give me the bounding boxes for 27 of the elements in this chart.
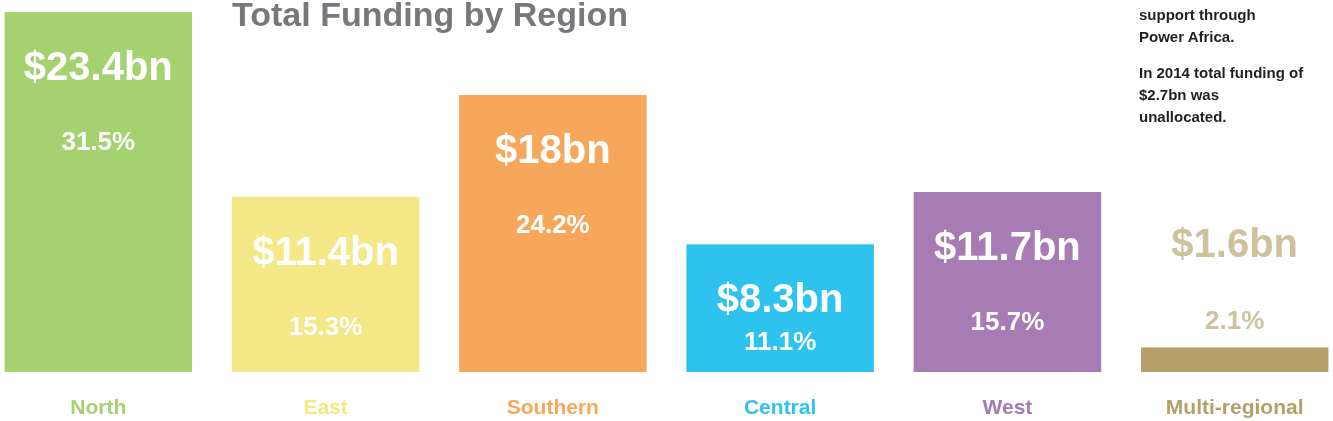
bar xyxy=(4,12,193,372)
bar xyxy=(231,196,420,372)
annotation: 15.3% xyxy=(288,310,363,341)
x-tick-label: Central xyxy=(743,395,817,418)
annotation: In 2014 total funding of $2.7bn was unallocated. xyxy=(1139,64,1305,125)
data-label: $18bn xyxy=(495,127,611,172)
annotation: 31.5% xyxy=(61,126,136,156)
data-label: $23.4bn xyxy=(23,44,173,88)
x-tick-label: North xyxy=(70,395,127,418)
annotation: 24.2% xyxy=(515,209,590,240)
x-tick-label: West xyxy=(982,395,1033,418)
annotation: 2.1% xyxy=(1205,305,1265,336)
bar xyxy=(1140,347,1329,372)
annotation: support through Power Africa. xyxy=(1139,6,1256,45)
x-tick-label: Southern xyxy=(506,395,599,418)
annotation: 15.7% xyxy=(970,306,1045,336)
bar xyxy=(913,192,1102,372)
chart-title: Total Funding by Region xyxy=(232,0,628,33)
x-tick-label: East xyxy=(303,395,348,418)
data-label: $11.4bn xyxy=(252,228,399,273)
data-label: $11.7bn xyxy=(934,224,1081,268)
annotation: 11.1% xyxy=(743,326,817,356)
data-label: $1.6bn xyxy=(1171,221,1299,266)
bar xyxy=(459,95,647,372)
bar xyxy=(686,244,874,372)
data-label: $8.3bn xyxy=(716,276,844,321)
x-tick-label: Multi-regional xyxy=(1165,395,1304,418)
